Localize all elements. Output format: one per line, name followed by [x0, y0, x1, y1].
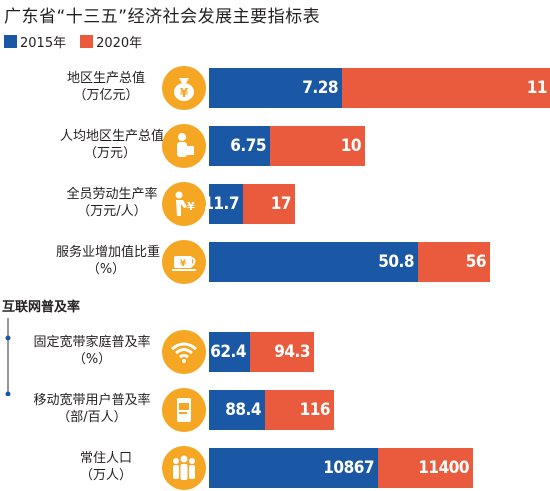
legend-swatch-2015	[4, 35, 17, 48]
row-name-5: 移动宽带用户普及率	[33, 393, 151, 408]
row-name-3: 服务业增加值比重	[56, 245, 161, 260]
bar-2020-1: 10	[270, 126, 365, 166]
bar-2015-1: 6.75	[209, 126, 270, 166]
bar-2015-4: 62.4	[209, 332, 250, 372]
row-unit-5: （部/百人）	[57, 410, 127, 425]
bar-2015-2: 11.7	[203, 184, 243, 224]
svg-text:¥: ¥	[180, 86, 189, 100]
mobile-chat-icon	[162, 388, 206, 432]
row-unit-3: （%）	[86, 262, 126, 277]
row-label-4: 固定宽带家庭普及率 （%）	[32, 334, 152, 368]
money-bag-icon: ¥	[162, 66, 206, 110]
bar-2020-3: 56	[418, 242, 490, 282]
legend-label-2020: 2020年	[96, 36, 143, 51]
row-name-1: 人均地区生产总值	[60, 129, 165, 144]
row-label-1: 人均地区生产总值 （万元）	[60, 128, 164, 162]
bar-2015-6: 10867	[209, 448, 378, 488]
wifi-icon	[162, 330, 206, 374]
person-money-icon	[162, 124, 206, 168]
row-unit-0: （万亿元）	[73, 88, 139, 103]
bar-2015-3: 50.8	[209, 242, 418, 282]
row-name-4: 固定宽带家庭普及率	[33, 335, 151, 350]
bar-2020-6: 11400	[378, 448, 473, 488]
row-label-5: 移动宽带用户普及率 （部/百人）	[32, 392, 152, 426]
legend-swatch-2020	[80, 35, 94, 48]
row-name-2: 全员劳动生产率	[66, 187, 158, 202]
legend-label-2015: 2015年	[20, 36, 67, 51]
row-unit-2: （万元/人）	[77, 204, 147, 219]
worker-icon: ¥	[162, 182, 206, 226]
row-unit-1: （万元）	[83, 146, 136, 161]
bar-2020-2: 17	[243, 184, 295, 224]
legend-item-2020: 2020年	[80, 32, 142, 51]
row-unit-4: （%）	[72, 352, 112, 367]
row-label-0: 地区生产总值 （万亿元）	[56, 70, 156, 104]
legend-item-2015: 2015年	[4, 32, 66, 51]
bar-2015-5: 88.4	[209, 390, 265, 430]
service-money-icon: ¥	[162, 240, 206, 284]
row-unit-6: （万人）	[79, 468, 132, 483]
bar-2020-0: 11	[342, 68, 550, 108]
bar-2015-0: 7.28	[209, 68, 342, 108]
bar-2020-4: 94.3	[250, 332, 314, 372]
row-label-3: 服务业增加值比重 （%）	[56, 244, 160, 278]
svg-text:¥: ¥	[187, 200, 195, 213]
section-label-internet: 互联网普及率	[2, 300, 81, 315]
row-label-2: 全员劳动生产率 （万元/人）	[62, 186, 162, 220]
svg-text:¥: ¥	[180, 259, 187, 269]
population-icon	[162, 446, 206, 490]
legend: 2015年 2020年	[4, 32, 156, 51]
bar-2020-5: 116	[265, 390, 334, 430]
row-name-6: 常住人口	[79, 451, 132, 466]
row-name-0: 地区生产总值	[66, 71, 145, 86]
chart-title: 广东省“十三五”经济社会发展主要指标表	[4, 7, 321, 27]
section-bracket	[5, 318, 11, 396]
row-label-6: 常住人口 （万人）	[56, 450, 156, 484]
